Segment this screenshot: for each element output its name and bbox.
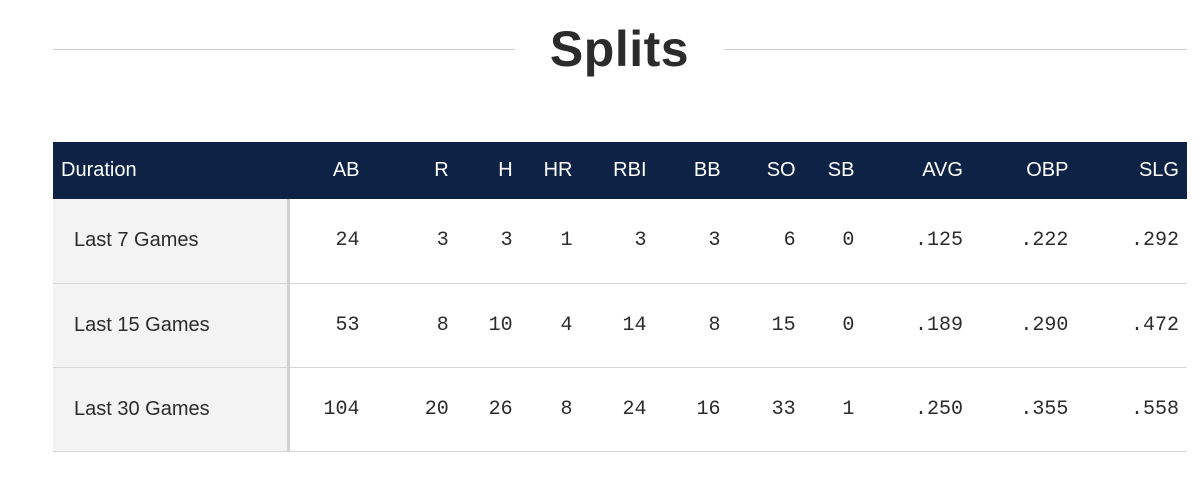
splits-table: Duration AB R H HR RBI BB SO SB AVG OBP … [53, 142, 1187, 452]
hr-cell: 1 [560, 229, 573, 253]
section-title-row: Splits [53, 18, 1187, 80]
avg-cell: .125 [914, 229, 963, 253]
r-cell: 3 [436, 229, 449, 253]
table-row: Last 30 Games 104 20 26 8 24 16 33 1 .25… [53, 367, 1187, 451]
obp-cell: .290 [1020, 313, 1069, 337]
table-row: Last 7 Games 24 3 3 1 3 3 6 0 .125 .222 … [53, 199, 1187, 283]
title-divider-right [724, 49, 1187, 50]
column-header-bb: BB [693, 159, 721, 181]
avg-cell: .250 [914, 397, 963, 421]
slg-cell: .558 [1130, 397, 1179, 421]
slg-cell: .472 [1130, 313, 1179, 337]
obp-cell: .222 [1020, 229, 1069, 253]
rbi-cell: 3 [634, 229, 647, 253]
table-header-row: Duration AB R H HR RBI BB SO SB AVG OBP … [53, 142, 1187, 199]
page-title: Splits [549, 21, 690, 77]
ab-cell: 104 [323, 397, 360, 421]
h-cell: 3 [500, 229, 513, 253]
obp-cell: .355 [1020, 397, 1069, 421]
ab-cell: 53 [335, 313, 360, 337]
hr-cell: 8 [560, 397, 573, 421]
rbi-cell: 24 [622, 397, 647, 421]
duration-cell: Last 7 Games [53, 199, 290, 283]
ab-cell: 24 [335, 229, 360, 253]
column-header-h: H [498, 159, 513, 181]
bb-cell: 3 [708, 229, 721, 253]
table-row: Last 15 Games 53 8 10 4 14 8 15 0 .189 .… [53, 283, 1187, 367]
column-header-ab: AB [332, 159, 360, 181]
bb-cell: 8 [708, 313, 721, 337]
bb-cell: 16 [696, 397, 721, 421]
column-header-so: SO [766, 159, 796, 181]
h-cell: 26 [488, 397, 513, 421]
column-header-obp: OBP [1026, 159, 1069, 181]
sb-cell: 0 [842, 313, 855, 337]
hr-cell: 4 [560, 313, 573, 337]
rbi-cell: 14 [622, 313, 647, 337]
column-header-hr: HR [543, 159, 573, 181]
so-cell: 33 [771, 397, 796, 421]
so-cell: 6 [783, 229, 796, 253]
r-cell: 20 [424, 397, 449, 421]
column-header-avg: AVG [922, 159, 963, 181]
sb-cell: 1 [842, 397, 855, 421]
column-header-sb: SB [827, 159, 855, 181]
column-header-duration: Duration [61, 159, 137, 181]
so-cell: 15 [771, 313, 796, 337]
title-divider-left [53, 49, 515, 50]
avg-cell: .189 [914, 313, 963, 337]
duration-cell: Last 30 Games [53, 367, 290, 451]
h-cell: 10 [488, 313, 513, 337]
r-cell: 8 [436, 313, 449, 337]
column-header-r: R [434, 159, 449, 181]
sb-cell: 0 [842, 229, 855, 253]
duration-cell: Last 15 Games [53, 283, 290, 367]
slg-cell: .292 [1130, 229, 1179, 253]
column-header-slg: SLG [1138, 159, 1179, 181]
column-header-rbi: RBI [613, 159, 647, 181]
